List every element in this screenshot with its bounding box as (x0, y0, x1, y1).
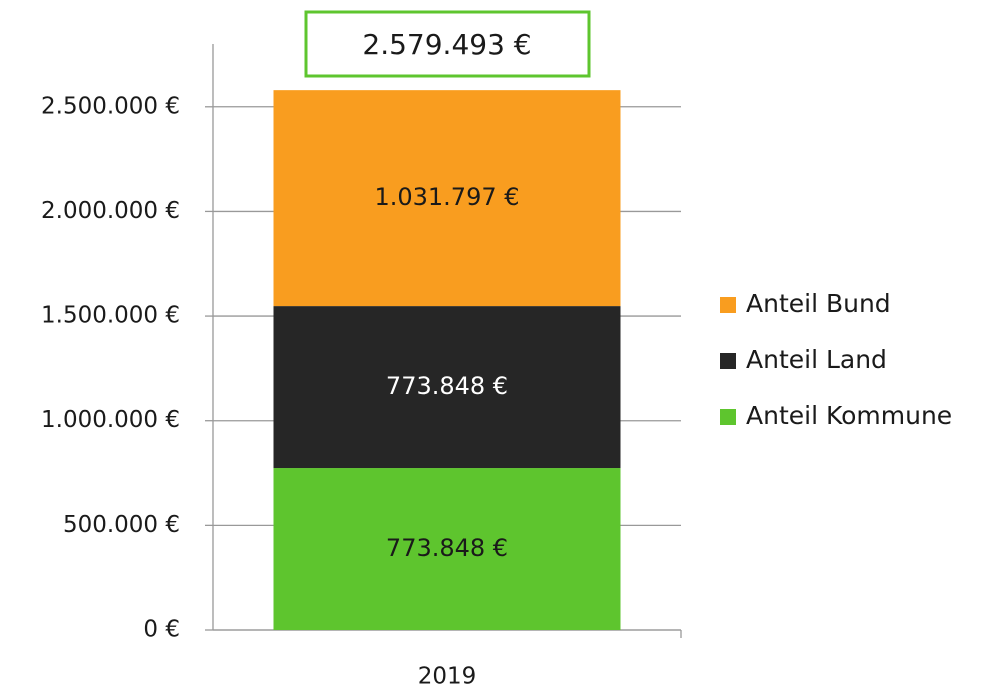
y-tick-label: 2.500.000 € (41, 93, 180, 119)
legend-label: Anteil Land (746, 345, 887, 374)
legend-label: Anteil Bund (746, 289, 891, 318)
legend-swatch (720, 297, 736, 313)
annotation: 2.579.493 € (362, 28, 531, 61)
bar-segment (273, 90, 621, 307)
bar-segment (273, 306, 621, 469)
y-tick-label: 0 € (143, 617, 180, 643)
y-tick-label: 500.000 € (63, 512, 180, 538)
legend-swatch (720, 409, 736, 425)
y-tick-label: 2.000.000 € (41, 198, 180, 224)
bar-segment (273, 468, 621, 630)
annotation-box (304, 10, 591, 78)
legend-swatch (720, 353, 736, 369)
value-label: 773.848 € (386, 534, 508, 562)
value-label: 773.848 € (386, 372, 508, 400)
x-tick-label: 2019 (418, 664, 477, 690)
value-label: 1.031.797 € (374, 183, 519, 211)
legend-label: Anteil Kommune (746, 401, 952, 430)
y-tick-label: 1.000.000 € (41, 407, 180, 433)
y-tick-label: 1.500.000 € (41, 303, 180, 329)
